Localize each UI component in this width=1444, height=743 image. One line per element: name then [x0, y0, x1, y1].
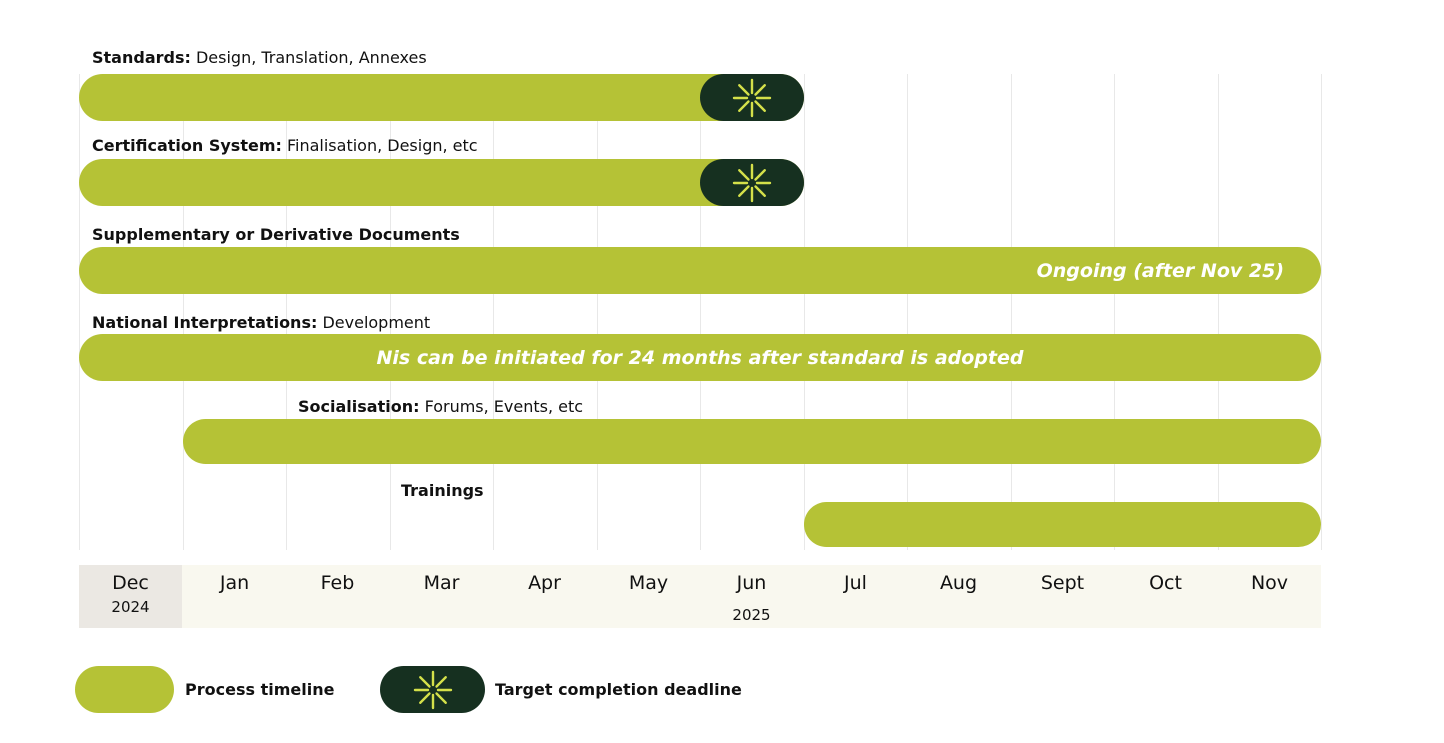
year-label: 2025 — [732, 606, 771, 624]
timeline-bar — [79, 247, 1321, 294]
month-tick-label: Oct — [1149, 572, 1182, 594]
deadline-marker — [700, 159, 804, 206]
track-title: Socialisation: — [298, 397, 420, 416]
gridline — [597, 74, 598, 550]
bar-note: Nis can be initiated for 24 months after… — [376, 346, 1024, 369]
gridline — [907, 74, 908, 550]
timeline-bar — [79, 159, 804, 206]
gridline — [1011, 74, 1012, 550]
timeline-bar — [183, 419, 1321, 464]
track-detail: Finalisation, Design, etc — [281, 136, 478, 155]
legend-deadline-swatch — [380, 666, 485, 713]
gridline — [183, 74, 184, 550]
track-label: Trainings — [401, 481, 484, 501]
month-tick-label: Nov — [1250, 572, 1289, 594]
gridline — [700, 74, 701, 550]
track-title: National Interpretations: — [92, 313, 318, 332]
track-detail: Forums, Events, etc — [419, 397, 584, 416]
track-label: Standards: Design, Translation, Annexes — [92, 48, 427, 68]
track-title: Standards: — [92, 48, 191, 67]
gridline — [1114, 74, 1115, 550]
gridline — [1321, 74, 1322, 550]
track-detail: Design, Translation, Annexes — [190, 48, 427, 67]
month-tick-label: Apr — [528, 572, 561, 594]
month-tick-label: Aug — [939, 572, 978, 594]
month-tick-label: Jul — [844, 572, 867, 594]
gridline — [79, 74, 80, 550]
deadline-marker — [700, 74, 804, 121]
track-detail: Development — [317, 313, 431, 332]
gridline — [286, 74, 287, 550]
gridline — [493, 74, 494, 550]
month-tick-label: May — [628, 572, 669, 594]
legend-bar-swatch — [75, 666, 174, 713]
starburst-icon — [413, 670, 452, 709]
gridline — [390, 74, 391, 550]
track-title: Supplementary or Derivative Documents — [92, 225, 460, 244]
timeline-bar — [79, 74, 804, 121]
starburst-icon — [732, 78, 772, 117]
month-tick-label: Jun — [736, 572, 767, 594]
gridline — [804, 74, 805, 550]
month-tick-label: Dec — [112, 572, 149, 594]
track-label: National Interpretations: Development — [92, 313, 430, 333]
legend-label: Target completion deadline — [495, 680, 742, 699]
track-label: Supplementary or Derivative Documents — [92, 225, 460, 245]
year-label: 2024 — [111, 598, 150, 616]
month-tick-label: Mar — [423, 572, 460, 594]
month-axis — [79, 565, 1321, 628]
gridline — [1218, 74, 1219, 550]
track-label: Certification System: Finalisation, Desi… — [92, 136, 478, 156]
track-title: Certification System: — [92, 136, 282, 155]
starburst-icon — [732, 163, 772, 202]
month-tick-label: Feb — [320, 572, 355, 594]
legend-label: Process timeline — [185, 680, 335, 699]
track-label: Socialisation: Forums, Events, etc — [298, 397, 583, 417]
timeline-bar — [804, 502, 1321, 547]
timeline-bar — [79, 334, 1321, 381]
current-month-highlight — [79, 565, 182, 628]
month-tick-label: Jan — [219, 572, 250, 594]
track-title: Trainings — [401, 481, 484, 500]
bar-note: Ongoing (after Nov 25) — [1036, 259, 1284, 282]
month-tick-label: Sept — [1040, 572, 1085, 594]
